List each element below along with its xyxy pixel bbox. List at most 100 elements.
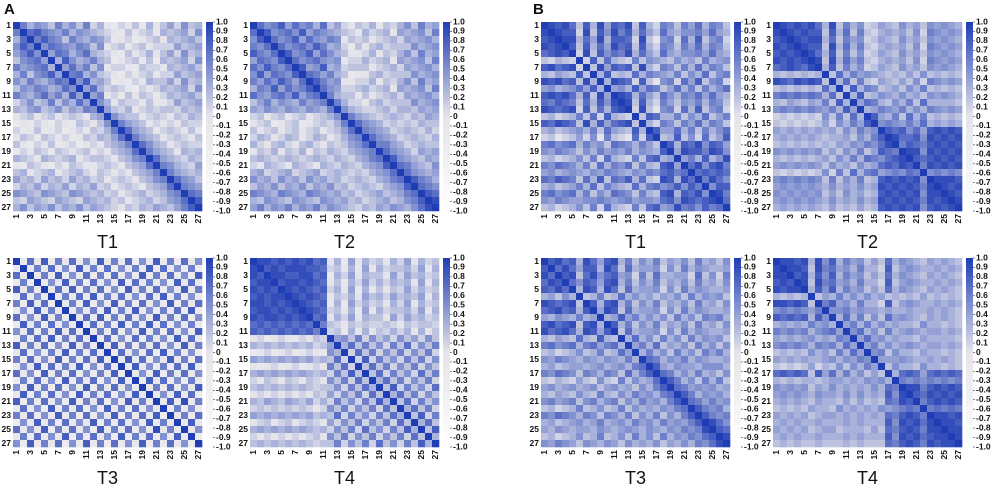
heatmap-cell (695, 99, 703, 107)
heatmap-cell (723, 162, 731, 170)
heatmap-cell (576, 106, 584, 114)
heatmap-cell (195, 384, 203, 392)
heatmap-cell (250, 85, 258, 93)
heatmap-cell (646, 148, 654, 156)
heatmap-cell (153, 120, 161, 128)
heatmap-cell (885, 22, 893, 30)
heatmap-cell (376, 272, 384, 280)
heatmap-cell (181, 440, 189, 448)
heatmap-cell (773, 106, 781, 114)
heatmap-cell (822, 43, 830, 51)
heatmap-cell (404, 363, 412, 371)
heatmap-cell (569, 78, 577, 86)
heatmap-cell (418, 342, 426, 350)
heatmap-cell (383, 314, 391, 322)
heatmap-cell (334, 391, 342, 399)
heatmap-cell (369, 377, 377, 385)
y-tick-label: 27 (2, 202, 12, 212)
heatmap-cell (313, 183, 321, 191)
heatmap-cell (27, 127, 35, 135)
heatmap-cell (132, 155, 140, 163)
heatmap-cell (250, 272, 258, 280)
heatmap-cell (146, 141, 154, 149)
heatmap-cell (20, 433, 28, 441)
heatmap-cell (583, 22, 591, 30)
heatmap-cell (264, 155, 272, 163)
heatmap-cell (369, 22, 377, 30)
heatmap-cell (292, 141, 300, 149)
heatmap-cell (181, 57, 189, 65)
heatmap-cell (250, 22, 258, 30)
heatmap-cell (174, 141, 182, 149)
colorbar-tick-label: 0.8 (216, 35, 228, 45)
heatmap-cell (597, 113, 605, 121)
heatmap-cell (829, 57, 837, 65)
heatmap-cell (362, 433, 370, 441)
heatmap-cell (334, 419, 342, 427)
heatmap-cell (62, 426, 70, 434)
heatmap-cell (327, 85, 335, 93)
heatmap-cell (787, 162, 795, 170)
heatmap-cell (34, 433, 42, 441)
heatmap-cell (83, 99, 91, 107)
heatmap-cell (709, 162, 717, 170)
heatmap-cell (195, 293, 203, 301)
y-tick-label: 1 (766, 20, 771, 30)
heatmap-cell (411, 36, 419, 44)
heatmap-cell (188, 148, 196, 156)
x-tick-label: 21 (388, 214, 398, 224)
heatmap-cell (695, 190, 703, 198)
x-tick-label: 7 (53, 214, 63, 219)
heatmap-cell (48, 106, 56, 114)
heatmap-cell (787, 148, 795, 156)
heatmap-cell (555, 155, 563, 163)
heatmap-cell (794, 43, 802, 51)
heatmap-cell (83, 342, 91, 350)
heatmap-cell (773, 22, 781, 30)
heatmap-cell (34, 370, 42, 378)
heatmap-cell (425, 190, 433, 198)
heatmap-cell (153, 426, 161, 434)
heatmap-cell (278, 134, 286, 142)
heatmap-cell (76, 370, 84, 378)
heatmap-cell (780, 176, 788, 184)
heatmap-cell (299, 321, 307, 329)
heatmap-cell (850, 71, 858, 79)
heatmap-cell (425, 22, 433, 30)
heatmap-cell (153, 64, 161, 72)
heatmap-cell (341, 29, 349, 37)
heatmap-cell (548, 265, 556, 273)
heatmap-cell (292, 169, 300, 177)
heatmap-cell (334, 176, 342, 184)
heatmap-cell (83, 328, 91, 336)
heatmap (250, 22, 440, 212)
heatmap-cell (355, 29, 363, 37)
heatmap-cell (583, 162, 591, 170)
colorbar-tick-label: 0 (453, 111, 458, 121)
heatmap-cell (555, 265, 563, 273)
heatmap-cell (695, 57, 703, 65)
heatmap-cell (97, 22, 105, 30)
heatmap-cell (146, 127, 154, 135)
heatmap (13, 22, 203, 212)
heatmap-cell (299, 36, 307, 44)
heatmap-cell (604, 29, 612, 37)
heatmap-cell (794, 50, 802, 58)
heatmap-cell (271, 328, 279, 336)
heatmap-cell (271, 78, 279, 86)
heatmap-cell (899, 183, 907, 191)
y-tick-label: 21 (2, 396, 12, 406)
x-tick-label: 5 (276, 214, 286, 219)
heatmap-cell (348, 57, 356, 65)
heatmap-cell (716, 50, 724, 58)
heatmap-cell (285, 57, 293, 65)
heatmap-cell (709, 148, 717, 156)
heatmap-cell (13, 335, 21, 343)
heatmap-cell (695, 50, 703, 58)
heatmap-cell (660, 279, 668, 287)
heatmap-cell (376, 71, 384, 79)
heatmap-cell (362, 377, 370, 385)
heatmap-cell (348, 321, 356, 329)
colorbar-tick-label: -0.6 (216, 403, 231, 413)
heatmap-cell (618, 155, 626, 163)
